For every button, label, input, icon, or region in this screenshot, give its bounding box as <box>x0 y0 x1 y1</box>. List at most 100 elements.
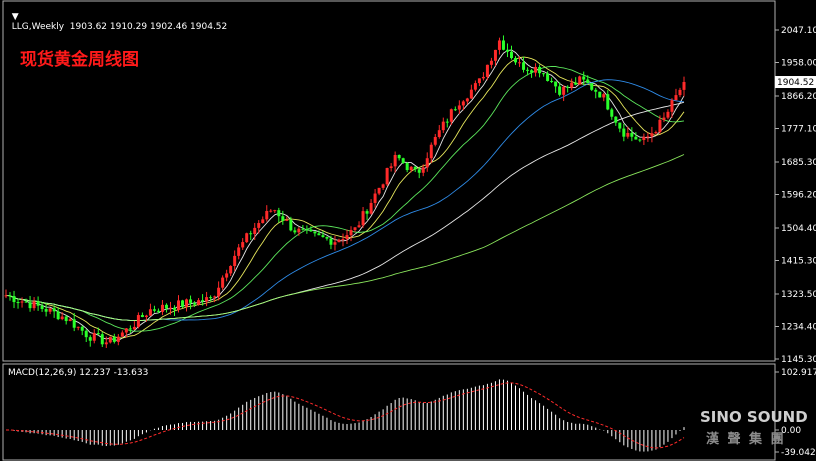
candle-body <box>658 119 662 133</box>
candle-body <box>654 132 658 134</box>
candle-body <box>321 235 325 238</box>
y-tick-label: 1323.50 <box>781 290 816 300</box>
candle-body <box>305 229 309 231</box>
candle-body <box>457 105 461 110</box>
candle-body <box>385 168 389 185</box>
candle-body <box>373 193 377 203</box>
candle-body <box>429 144 433 159</box>
candle-body <box>413 166 417 170</box>
candle-body <box>128 328 132 330</box>
candle-body <box>449 109 453 122</box>
candle-body <box>461 101 465 106</box>
candle-body <box>401 158 405 163</box>
macd-histogram <box>6 379 685 452</box>
candle-body <box>112 336 116 342</box>
candle-body <box>72 319 76 328</box>
candle-body <box>566 86 570 88</box>
candle-body <box>598 91 602 98</box>
candle-body <box>333 242 337 245</box>
candle-body <box>12 296 16 303</box>
candle-body <box>293 230 297 233</box>
candle-body <box>213 296 217 298</box>
candle-body <box>614 116 618 123</box>
y-tick-label: 1777.10 <box>781 125 816 135</box>
candle-body <box>365 211 369 214</box>
candle-body <box>594 89 598 92</box>
y-tick-label: 1596.20 <box>781 191 816 201</box>
candle-body <box>325 237 329 239</box>
candle-body <box>678 89 682 96</box>
candle-body <box>481 76 485 79</box>
candle-body <box>546 73 550 81</box>
candle-body <box>221 277 225 288</box>
candle-body <box>48 308 52 312</box>
watermark-logo-cn: 漢 聲 集 團 <box>706 432 786 447</box>
symbol-quote: LLG,Weekly 1903.62 1910.29 1902.46 1904.… <box>11 22 228 32</box>
candle-body <box>522 62 526 70</box>
candle-body <box>578 76 582 85</box>
candle-body <box>534 66 538 73</box>
candle-body <box>642 136 646 141</box>
candle-body <box>201 300 205 302</box>
candle-body <box>253 227 257 234</box>
candle-body <box>493 49 497 61</box>
candle-body <box>562 86 566 95</box>
moving-average-lines <box>5 49 685 341</box>
candle-body <box>80 326 84 331</box>
ma-line-1 <box>5 49 685 341</box>
candle-body <box>409 166 413 171</box>
candle-body <box>289 219 293 231</box>
candle-body <box>501 40 505 50</box>
candle-body <box>64 316 68 322</box>
candle-body <box>357 225 361 228</box>
candle-body <box>526 69 530 71</box>
candle-body <box>285 219 289 221</box>
candle-body <box>313 231 317 234</box>
candle-body <box>682 82 686 90</box>
candle-body <box>622 128 626 137</box>
macd-tick-label: -39.042 <box>781 448 816 458</box>
candle-body <box>397 154 401 159</box>
candle-body <box>674 95 678 101</box>
candle-body <box>586 79 590 84</box>
candle-body <box>670 100 674 112</box>
candle-body <box>473 83 477 90</box>
candle-body <box>205 297 209 302</box>
candle-body <box>217 287 221 297</box>
candle-body <box>185 299 189 307</box>
candle-body <box>377 187 381 194</box>
candle-body <box>136 315 140 327</box>
candle-body <box>124 328 128 333</box>
candle-body <box>24 301 28 303</box>
candle-body <box>225 273 229 278</box>
candle-body <box>570 82 574 88</box>
ma-line-3 <box>5 65 685 332</box>
y-tick-label: 1234.40 <box>781 322 816 332</box>
candle-body <box>485 64 489 77</box>
candle-body <box>193 302 197 305</box>
candle-body <box>52 308 56 312</box>
candle-body <box>229 266 233 274</box>
watermark-logo: SINO SOUND <box>700 408 808 426</box>
candle-body <box>273 210 277 212</box>
candle-body <box>233 255 237 267</box>
candle-body <box>261 219 265 224</box>
last-price-label: 1904.52 <box>777 78 814 88</box>
price-panel-frame <box>2 0 776 362</box>
candle-body <box>177 300 181 310</box>
candle-body <box>417 169 421 173</box>
candle-body <box>241 242 245 248</box>
candle-body <box>602 94 606 98</box>
candle-body <box>257 223 261 228</box>
candle-body <box>558 86 562 95</box>
candle-body <box>393 154 397 167</box>
candle-body <box>538 66 542 74</box>
candle-body <box>610 109 614 117</box>
dropdown-triangle-icon[interactable]: ▼ <box>11 12 19 22</box>
candle-body <box>477 78 481 84</box>
candle-body <box>245 233 249 243</box>
candle-body <box>8 295 12 297</box>
candle-body <box>518 62 522 64</box>
candle-body <box>646 136 650 138</box>
